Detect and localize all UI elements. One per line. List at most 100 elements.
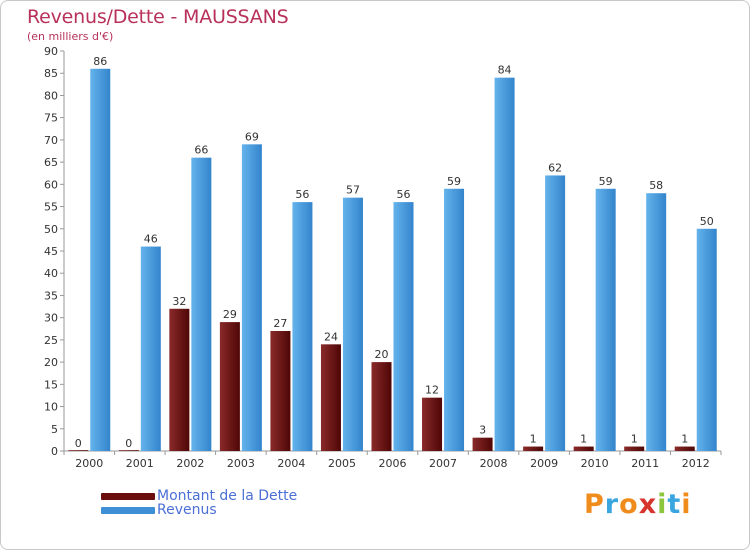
data-label-dette: 12 bbox=[425, 384, 439, 397]
bar-revenus bbox=[393, 202, 414, 451]
logo-letter: x bbox=[638, 489, 658, 520]
x-tick-label: 2002 bbox=[176, 457, 204, 470]
logo-letter: t bbox=[667, 489, 682, 520]
bar-dette bbox=[573, 446, 594, 451]
bar-dette bbox=[371, 362, 392, 451]
x-tick-label: 2001 bbox=[126, 457, 154, 470]
bar-dette bbox=[219, 322, 240, 451]
data-label-dette: 1 bbox=[530, 433, 537, 446]
bar-revenus bbox=[545, 175, 566, 451]
data-label-revenus: 57 bbox=[346, 184, 360, 197]
y-tick-label: 35 bbox=[44, 289, 58, 302]
y-tick-label: 0 bbox=[51, 445, 58, 458]
legend-label-dette: Montant de la Dette bbox=[157, 488, 298, 504]
y-tick-label: 15 bbox=[44, 378, 58, 391]
x-tick-label: 2011 bbox=[631, 457, 659, 470]
x-tick-label: 2008 bbox=[480, 457, 508, 470]
legend-label-revenus: Revenus bbox=[157, 502, 217, 518]
bar-revenus bbox=[696, 228, 717, 451]
data-label-dette: 24 bbox=[324, 330, 338, 343]
y-tick-label: 80 bbox=[44, 89, 58, 102]
data-label-revenus: 50 bbox=[700, 215, 714, 228]
y-tick-label: 20 bbox=[44, 356, 58, 369]
x-tick-label: 2010 bbox=[581, 457, 609, 470]
data-label-dette: 27 bbox=[273, 317, 287, 330]
x-tick-label: 2005 bbox=[328, 457, 356, 470]
data-label-dette: 29 bbox=[223, 308, 237, 321]
y-tick-label: 85 bbox=[44, 67, 58, 80]
data-label-revenus: 69 bbox=[245, 130, 259, 143]
bar-revenus bbox=[646, 193, 667, 451]
bar-revenus bbox=[241, 144, 262, 452]
chart-title: Revenus/Dette - MAUSSANS bbox=[27, 6, 289, 28]
data-label-revenus: 86 bbox=[93, 55, 107, 68]
bar-revenus bbox=[140, 246, 161, 451]
data-label-revenus: 56 bbox=[397, 188, 411, 201]
bar-dette bbox=[472, 437, 493, 451]
bar-revenus bbox=[90, 68, 111, 452]
y-tick-label: 65 bbox=[44, 156, 58, 169]
y-tick-label: 55 bbox=[44, 201, 58, 214]
data-label-revenus: 46 bbox=[144, 233, 158, 246]
x-tick-label: 2000 bbox=[75, 457, 103, 470]
data-label-revenus: 84 bbox=[498, 64, 512, 77]
bar-dette bbox=[118, 450, 139, 451]
bar-dette bbox=[674, 446, 695, 451]
logo-letter: i bbox=[657, 489, 668, 520]
y-tick-label: 60 bbox=[44, 178, 58, 191]
legend-item-revenus: Revenus bbox=[101, 502, 217, 518]
data-label-revenus: 62 bbox=[548, 161, 562, 174]
x-tick-label: 2012 bbox=[682, 457, 710, 470]
y-tick-label: 5 bbox=[51, 423, 58, 436]
bar-dette bbox=[422, 397, 443, 451]
bar-revenus bbox=[191, 157, 212, 451]
y-tick-label: 25 bbox=[44, 334, 58, 347]
legend-swatch-revenus bbox=[101, 506, 155, 514]
bar-dette bbox=[68, 450, 89, 451]
bar-revenus bbox=[595, 188, 616, 451]
x-tick-label: 2004 bbox=[277, 457, 305, 470]
data-label-revenus: 59 bbox=[447, 175, 461, 188]
chart-subtitle: (en milliers d'€) bbox=[27, 30, 114, 43]
data-label-dette: 20 bbox=[375, 348, 389, 361]
logo-letter: P bbox=[584, 489, 605, 520]
bar-revenus bbox=[494, 77, 515, 452]
y-tick-label: 90 bbox=[44, 45, 58, 58]
x-tick-label: 2009 bbox=[530, 457, 558, 470]
bar-dette bbox=[624, 446, 645, 451]
y-tick-label: 10 bbox=[44, 401, 58, 414]
bar-dette bbox=[169, 308, 190, 451]
data-label-dette: 1 bbox=[580, 433, 587, 446]
data-label-revenus: 58 bbox=[649, 179, 663, 192]
data-label-dette: 1 bbox=[631, 433, 638, 446]
legend-swatch-dette bbox=[101, 492, 155, 500]
y-tick-label: 50 bbox=[44, 223, 58, 236]
logo-letter: o bbox=[619, 489, 639, 520]
logo-letter: r bbox=[604, 489, 620, 520]
y-tick-label: 40 bbox=[44, 267, 58, 280]
data-label-dette: 0 bbox=[75, 437, 82, 450]
bar-revenus bbox=[444, 188, 465, 451]
x-tick-label: 2007 bbox=[429, 457, 457, 470]
legend-item-dette: Montant de la Dette bbox=[101, 488, 297, 504]
bar-revenus bbox=[292, 202, 313, 451]
bar-revenus bbox=[342, 197, 363, 451]
x-tick-label: 2003 bbox=[227, 457, 255, 470]
y-tick-label: 75 bbox=[44, 112, 58, 125]
data-label-revenus: 66 bbox=[194, 144, 208, 157]
x-tick-label: 2006 bbox=[379, 457, 407, 470]
bar-dette bbox=[320, 344, 341, 451]
data-label-dette: 32 bbox=[172, 295, 186, 308]
y-tick-label: 70 bbox=[44, 134, 58, 147]
bar-dette bbox=[523, 446, 544, 451]
data-label-revenus: 56 bbox=[295, 188, 309, 201]
logo-letter: i bbox=[681, 489, 692, 520]
data-label-revenus: 59 bbox=[599, 175, 613, 188]
data-label-dette: 0 bbox=[125, 437, 132, 450]
data-label-dette: 1 bbox=[681, 433, 688, 446]
data-label-dette: 3 bbox=[479, 424, 486, 437]
y-tick-label: 30 bbox=[44, 312, 58, 325]
proxiti-logo: Proxiti bbox=[584, 489, 692, 520]
